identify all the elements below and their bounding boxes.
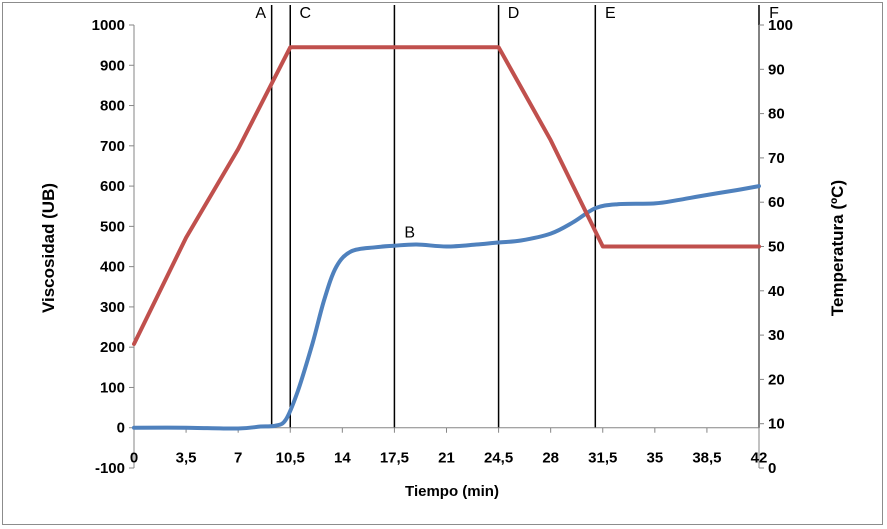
marker-label-a: A	[255, 5, 266, 22]
y-tick-label: 0	[117, 420, 125, 437]
marker-label-c: C	[299, 5, 311, 22]
x-tick-label: 10,5	[276, 450, 305, 467]
y-tick-label: 100	[100, 379, 125, 396]
y2-tick-label: 90	[768, 61, 785, 78]
marker-label-e: E	[605, 5, 616, 22]
y2-tick-label: 70	[768, 150, 785, 167]
y-axis-title: Viscosidad (UB)	[39, 183, 58, 313]
y2-tick-label: 20	[768, 371, 785, 388]
x-tick-label: 28	[542, 450, 559, 467]
x-tick-label: 42	[751, 450, 768, 467]
y2-tick-label: 40	[768, 283, 785, 300]
y-tick-label: 700	[100, 138, 125, 155]
y2-tick-label: 10	[768, 416, 785, 433]
x-tick-label: 7	[234, 450, 242, 467]
y-tick-label: 800	[100, 98, 125, 115]
marker-label-b: B	[404, 225, 415, 242]
y-tick-label: 200	[100, 339, 125, 356]
series-lines	[132, 45, 761, 431]
x-axis-title: Tiempo (min)	[405, 483, 499, 500]
y-tick-label: 600	[100, 178, 125, 195]
x-tick-label: 17,5	[380, 450, 409, 467]
y-tick-label: 500	[100, 218, 125, 235]
temperature-line	[132, 45, 761, 346]
marker-lines	[270, 5, 760, 428]
x-tick-label: 0	[130, 450, 138, 467]
tick-labels: -100010020030040050060070080090010000102…	[92, 5, 793, 477]
x-tick-label: 14	[334, 450, 351, 467]
y2-tick-label: 30	[768, 327, 785, 344]
y-tick-label: -100	[95, 460, 125, 477]
y2-tick-label: 0	[768, 460, 776, 477]
x-tick-label: 35	[646, 450, 663, 467]
x-tick-label: 38,5	[692, 450, 721, 467]
y2-tick-label: 100	[768, 17, 793, 34]
viscosity-line	[132, 184, 761, 431]
y-tick-label: 300	[100, 299, 125, 316]
y-tick-label: 900	[100, 57, 125, 74]
y2-tick-label: 60	[768, 194, 785, 211]
x-tick-label: 3,5	[176, 450, 197, 467]
x-tick-label: 31,5	[588, 450, 617, 467]
x-tick-label: 24,5	[484, 450, 513, 467]
y2-tick-label: 80	[768, 106, 785, 123]
marker-label-f: F	[769, 5, 779, 22]
y-tick-label: 400	[100, 259, 125, 276]
y2-axis-title: Temperatura (ºC)	[828, 180, 847, 316]
marker-label-d: D	[508, 5, 520, 22]
y2-tick-label: 50	[768, 239, 785, 256]
x-tick-label: 21	[438, 450, 455, 467]
y-tick-label: 1000	[92, 17, 125, 34]
